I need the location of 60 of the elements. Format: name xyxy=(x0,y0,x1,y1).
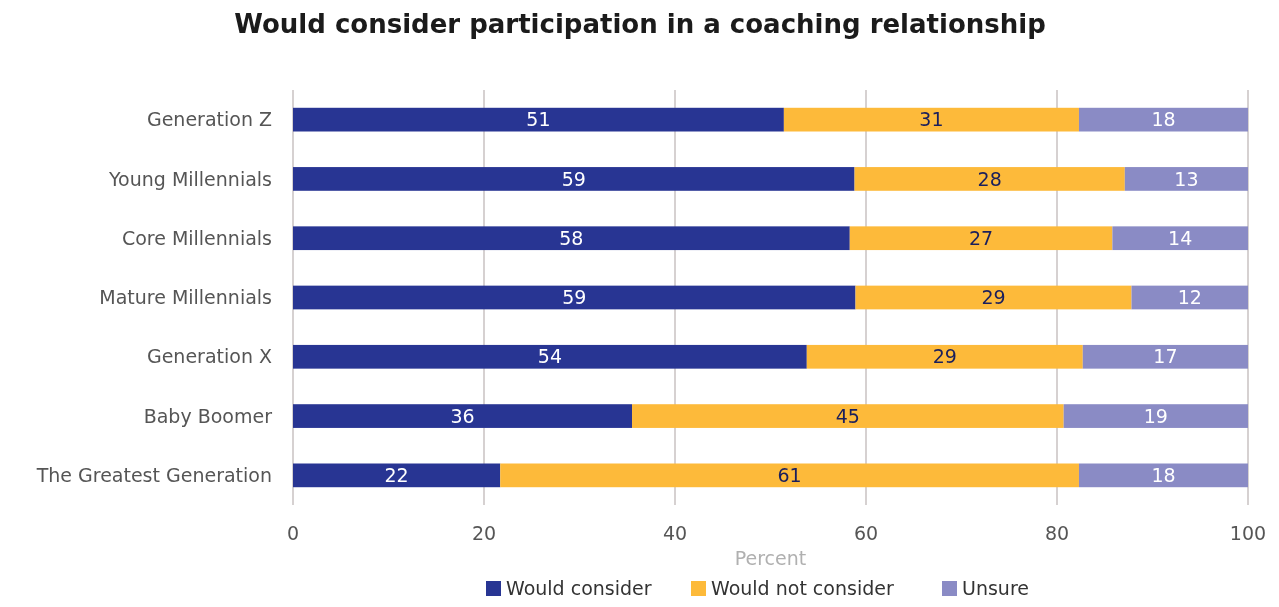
bar xyxy=(1078,463,1248,488)
legend-label: Would not consider xyxy=(711,577,894,599)
x-tick-label: 0 xyxy=(286,522,300,544)
data-label: 31 xyxy=(919,108,944,131)
data-label: 22 xyxy=(384,464,409,487)
data-label: 27 xyxy=(968,226,994,249)
data-label: 18 xyxy=(1151,464,1176,487)
bar xyxy=(632,404,1064,428)
bar xyxy=(293,226,850,251)
y-tick-label: Generation Z xyxy=(146,108,272,131)
data-label: 12 xyxy=(1177,286,1202,309)
x-tick-label: 20 xyxy=(471,522,497,544)
legend-label: Unsure xyxy=(962,577,1029,599)
data-label: 51 xyxy=(526,108,551,131)
data-label: 29 xyxy=(981,286,1006,309)
y-tick-label: Mature Millennials xyxy=(99,286,272,309)
bar xyxy=(1112,226,1248,251)
data-label: 14 xyxy=(1168,226,1193,249)
bar xyxy=(1078,107,1248,132)
bar xyxy=(293,285,856,310)
data-label: 45 xyxy=(835,404,860,427)
x-tick-label: 80 xyxy=(1044,522,1070,544)
bar xyxy=(293,404,633,428)
data-label: 29 xyxy=(932,345,957,368)
chart-title: Would consider participation in a coaching relationship xyxy=(234,9,1046,39)
bar xyxy=(1063,404,1249,428)
x-tick-label: 60 xyxy=(853,522,879,544)
x-tick-label: 40 xyxy=(662,522,688,544)
bar xyxy=(849,226,1113,251)
bar xyxy=(855,285,1132,310)
x-tick-label: 100 xyxy=(1229,522,1267,544)
y-tick-label: Core Millennials xyxy=(121,226,272,249)
bar xyxy=(293,167,855,191)
data-label: 58 xyxy=(559,226,584,249)
data-label: 61 xyxy=(777,464,802,487)
bar xyxy=(854,167,1125,191)
y-tick-label: Young Millennials xyxy=(108,167,272,190)
y-tick-label: The Greatest Generation xyxy=(35,464,272,487)
data-label: 54 xyxy=(537,345,562,368)
bar xyxy=(293,463,501,488)
bar xyxy=(1082,344,1248,369)
bar xyxy=(783,107,1079,132)
data-label: 59 xyxy=(562,286,587,309)
data-label: 36 xyxy=(450,404,475,427)
data-label: 17 xyxy=(1153,345,1178,368)
data-label: 19 xyxy=(1143,404,1168,427)
y-tick-label: Generation X xyxy=(146,345,272,368)
data-label: 13 xyxy=(1174,167,1199,190)
bar xyxy=(500,463,1079,488)
x-axis-title: Percent xyxy=(734,547,807,569)
bar xyxy=(1131,285,1248,310)
bar xyxy=(1124,167,1248,191)
data-label: 18 xyxy=(1151,108,1176,131)
y-tick-label: Baby Boomer xyxy=(143,404,273,427)
bar xyxy=(293,344,807,369)
bar xyxy=(806,344,1083,369)
data-label: 59 xyxy=(561,167,586,190)
legend-label: Would consider xyxy=(506,577,652,599)
data-label: 28 xyxy=(977,167,1002,190)
bar xyxy=(293,107,784,132)
